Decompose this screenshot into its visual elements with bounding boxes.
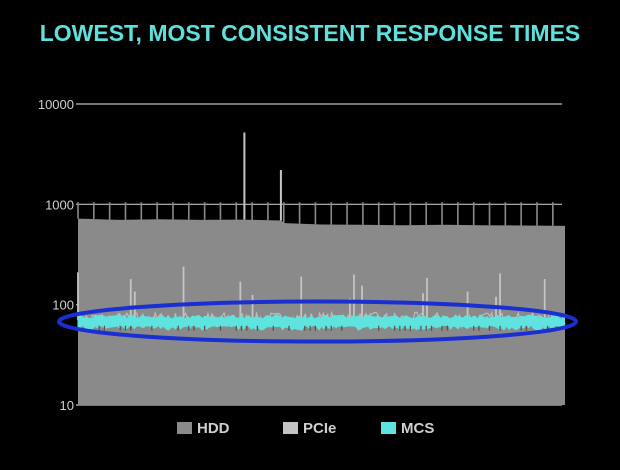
legend-label: PCIe xyxy=(303,420,336,437)
y-tick-label: 10000 xyxy=(38,97,74,112)
legend-label: HDD xyxy=(197,420,230,437)
y-tick-label: 1000 xyxy=(45,197,74,212)
chart-title: LOWEST, MOST CONSISTENT RESPONSE TIMES xyxy=(40,20,581,46)
legend-swatch xyxy=(381,422,396,434)
hdd-area xyxy=(78,218,565,405)
y-tick-label: 100 xyxy=(52,298,74,313)
series-mcs xyxy=(78,314,565,331)
mcs-highlight-ellipse xyxy=(57,299,578,344)
y-tick-label: 10 xyxy=(60,398,74,413)
legend-item-hdd: HDD xyxy=(177,420,230,437)
legend-label: MCS xyxy=(401,420,434,437)
series-hdd xyxy=(77,132,565,405)
legend: HDD PCIe MCS xyxy=(177,420,434,437)
legend-swatch xyxy=(177,422,192,434)
legend-item-pcie: PCIe xyxy=(283,420,336,437)
legend-swatch xyxy=(283,422,298,434)
legend-item-mcs: MCS xyxy=(381,420,434,437)
mcs-band xyxy=(78,314,565,331)
